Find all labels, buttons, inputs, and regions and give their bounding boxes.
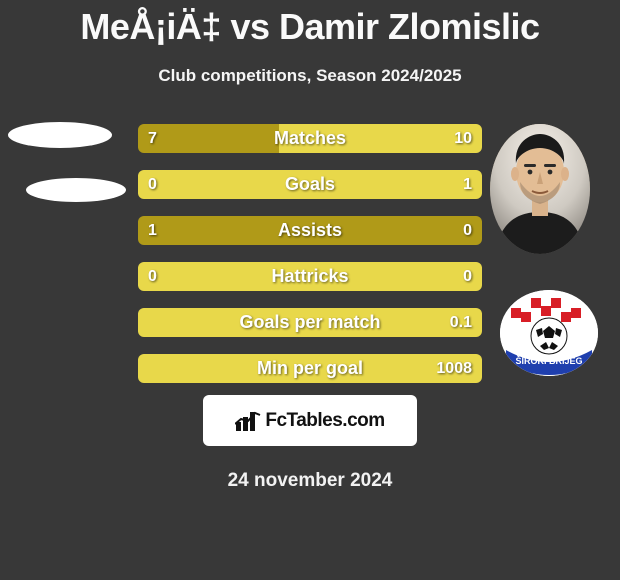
stats-comparison-chart: Matches710Goals01Assists10Hattricks00Goa… [138, 124, 482, 400]
stat-row: Goals0 1 [138, 170, 482, 199]
stat-value-right: 0.1 [450, 308, 472, 337]
date-label: 24 november 2024 [0, 470, 620, 492]
stat-value-right: 1 [463, 170, 472, 199]
stat-label: Matches [138, 124, 482, 153]
stat-value-left: 0 [148, 262, 157, 291]
stat-row: Hattricks0 0 [138, 262, 482, 291]
stat-row: Assists1 0 [138, 216, 482, 245]
stat-value-left: 7 [148, 124, 157, 153]
page-title: MeÅ¡iÄ‡ vs Damir Zlomislic [0, 0, 620, 48]
stat-label: Goals per match [138, 308, 482, 337]
stat-value-right: 10 [454, 124, 472, 153]
stat-label: Goals [138, 170, 482, 199]
stat-value-right: 0 [463, 262, 472, 291]
right-player-avatar [490, 124, 590, 254]
stat-row: Min per goal1008 [138, 354, 482, 383]
stat-value-left: 0 [148, 170, 157, 199]
stat-value-right: 1008 [436, 354, 472, 383]
right-club-crest: ŠIROKI BRIJEG [500, 290, 598, 376]
left-player-placeholder [8, 122, 126, 232]
stat-row: Goals per match0.1 [138, 308, 482, 337]
avatar-placeholder-icon [8, 122, 112, 148]
watermark-badge: FcTables.com [203, 395, 417, 446]
watermark-text: FcTables.com [265, 410, 384, 432]
stat-value-right: 0 [463, 216, 472, 245]
svg-text:ŠIROKI BRIJEG: ŠIROKI BRIJEG [515, 355, 582, 366]
chart-icon [235, 410, 261, 432]
stat-value-left: 1 [148, 216, 157, 245]
club-placeholder-icon [26, 178, 126, 202]
stat-label: Hattricks [138, 262, 482, 291]
competition-subtitle: Club competitions, Season 2024/2025 [0, 66, 620, 86]
stat-label: Assists [138, 216, 482, 245]
stat-label: Min per goal [138, 354, 482, 383]
stat-row: Matches7 10 [138, 124, 482, 153]
